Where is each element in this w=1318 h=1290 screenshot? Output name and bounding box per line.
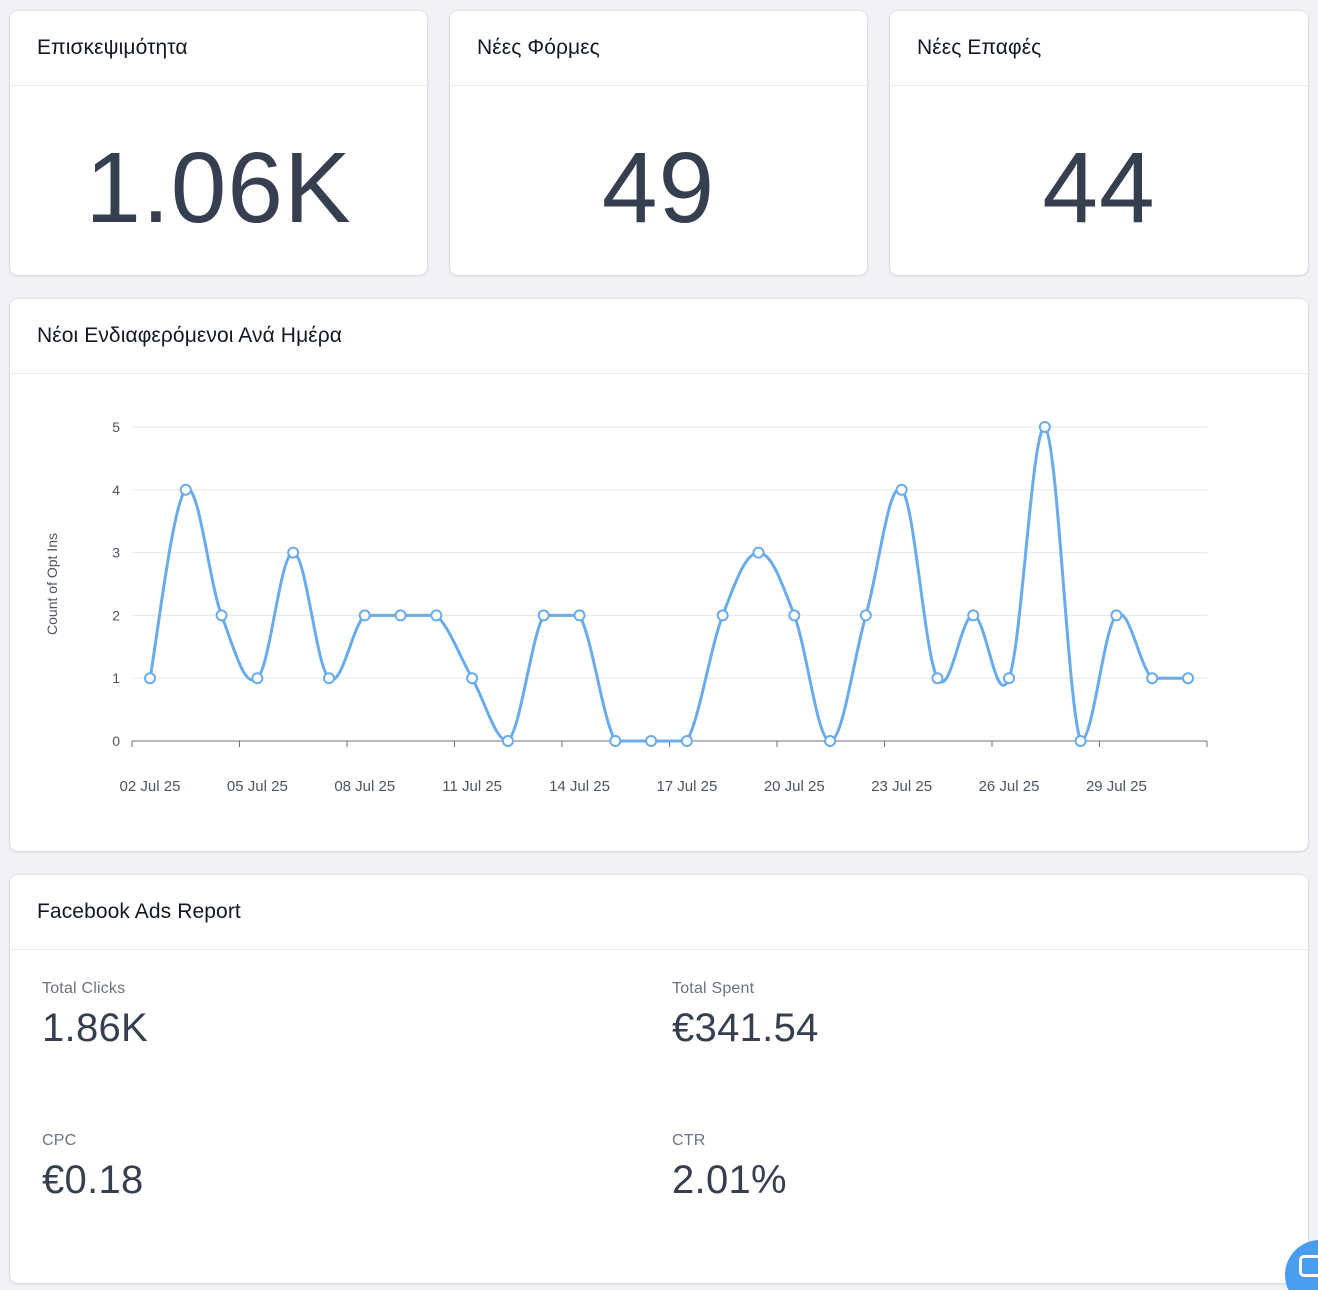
metric-label: Total Spent xyxy=(672,980,755,997)
data-point xyxy=(394,609,407,622)
x-tick-label: 05 Jul 25 xyxy=(227,778,288,795)
kpi-title: Νέες Φόρμες xyxy=(450,11,867,86)
metric-value: €0.18 xyxy=(42,1158,144,1202)
y-tick-label: 4 xyxy=(112,482,120,498)
data-point xyxy=(788,609,801,622)
facebook-ads-report-card: Facebook Ads Report Total Clicks 1.86K T… xyxy=(10,875,1308,1283)
metric-label: CTR xyxy=(672,1132,706,1149)
data-point xyxy=(1003,672,1016,685)
data-point xyxy=(287,546,300,559)
data-point xyxy=(967,609,980,622)
data-point xyxy=(430,609,443,622)
chat-widget-button[interactable] xyxy=(1285,1240,1318,1290)
kpi-title: Νέες Επαφές xyxy=(890,11,1308,86)
data-point xyxy=(251,672,264,685)
metric-value: 2.01% xyxy=(672,1158,787,1202)
x-tick-label: 23 Jul 25 xyxy=(871,778,932,795)
x-tick-label: 08 Jul 25 xyxy=(334,778,395,795)
y-tick-label: 1 xyxy=(112,670,120,686)
x-tick-label: 26 Jul 25 xyxy=(979,778,1040,795)
data-point xyxy=(501,735,514,747)
kpi-value: 44 xyxy=(1042,131,1156,244)
data-point xyxy=(322,672,335,685)
data-point xyxy=(1110,609,1123,622)
data-point xyxy=(680,735,693,747)
data-point xyxy=(144,672,156,685)
kpi-card-traffic: Επισκεψιμότητα 1.06K xyxy=(10,11,427,275)
x-tick-label: 11 Jul 25 xyxy=(442,778,502,795)
x-tick-label: 17 Jul 25 xyxy=(656,778,717,795)
metric-ctr: CTR 2.01% xyxy=(672,1132,787,1203)
metric-cpc: CPC €0.18 xyxy=(42,1132,144,1203)
metric-label: CPC xyxy=(42,1132,77,1149)
data-point xyxy=(895,483,908,496)
kpi-title: Επισκεψιμότητα xyxy=(10,11,427,86)
data-point xyxy=(824,735,837,747)
y-tick-label: 0 xyxy=(112,733,120,749)
data-point xyxy=(1074,735,1087,747)
data-point xyxy=(358,609,371,622)
series-line xyxy=(148,425,1188,743)
y-axis-label: Count of Opt Ins xyxy=(44,533,60,635)
data-point xyxy=(179,483,192,496)
kpi-card-new-contacts: Νέες Επαφές 44 xyxy=(890,11,1308,275)
kpi-card-new-forms: Νέες Φόρμες 49 xyxy=(450,11,867,275)
fb-report-title: Facebook Ads Report xyxy=(10,875,1308,950)
data-point xyxy=(573,609,586,622)
x-tick-label: 14 Jul 25 xyxy=(549,778,610,795)
y-tick-label: 2 xyxy=(112,607,120,623)
x-tick-label: 20 Jul 25 xyxy=(764,778,825,795)
data-point xyxy=(859,609,872,622)
x-tick-label: 02 Jul 25 xyxy=(120,778,181,795)
data-point xyxy=(215,609,228,622)
chart-card-title: Νέοι Ενδιαφερόμενοι Ανά Ημέρα xyxy=(10,299,1308,374)
metric-value: €341.54 xyxy=(672,1006,819,1050)
y-tick-label: 5 xyxy=(112,419,120,435)
data-point xyxy=(1146,672,1159,685)
metric-total-clicks: Total Clicks 1.86K xyxy=(42,980,148,1051)
metric-label: Total Clicks xyxy=(42,980,126,997)
chat-icon xyxy=(1299,1255,1318,1277)
data-point xyxy=(1182,672,1194,685)
data-point xyxy=(466,672,479,685)
data-point xyxy=(931,672,944,685)
data-point xyxy=(537,609,550,622)
chart-card: Νέοι Ενδιαφερόμενοι Ανά Ημέρα 0 1 2 3 4 5 02 J… xyxy=(10,299,1308,851)
data-point xyxy=(752,546,765,559)
metric-value: 1.86K xyxy=(42,1006,149,1050)
kpi-value: 49 xyxy=(601,131,716,244)
data-point xyxy=(1038,421,1051,433)
data-point xyxy=(716,609,729,622)
kpi-value: 1.06K xyxy=(85,131,352,244)
metric-total-spent: Total Spent €341.54 xyxy=(672,980,819,1051)
data-point xyxy=(645,735,658,747)
opt-ins-line-chart: 0 1 2 3 4 5 02 Jul 25 05 Jul 25 08 Jul 25 11 Jul … xyxy=(44,419,1208,795)
data-point xyxy=(609,735,622,747)
y-tick-label: 3 xyxy=(112,545,120,561)
x-tick-label: 29 Jul 25 xyxy=(1086,778,1147,795)
